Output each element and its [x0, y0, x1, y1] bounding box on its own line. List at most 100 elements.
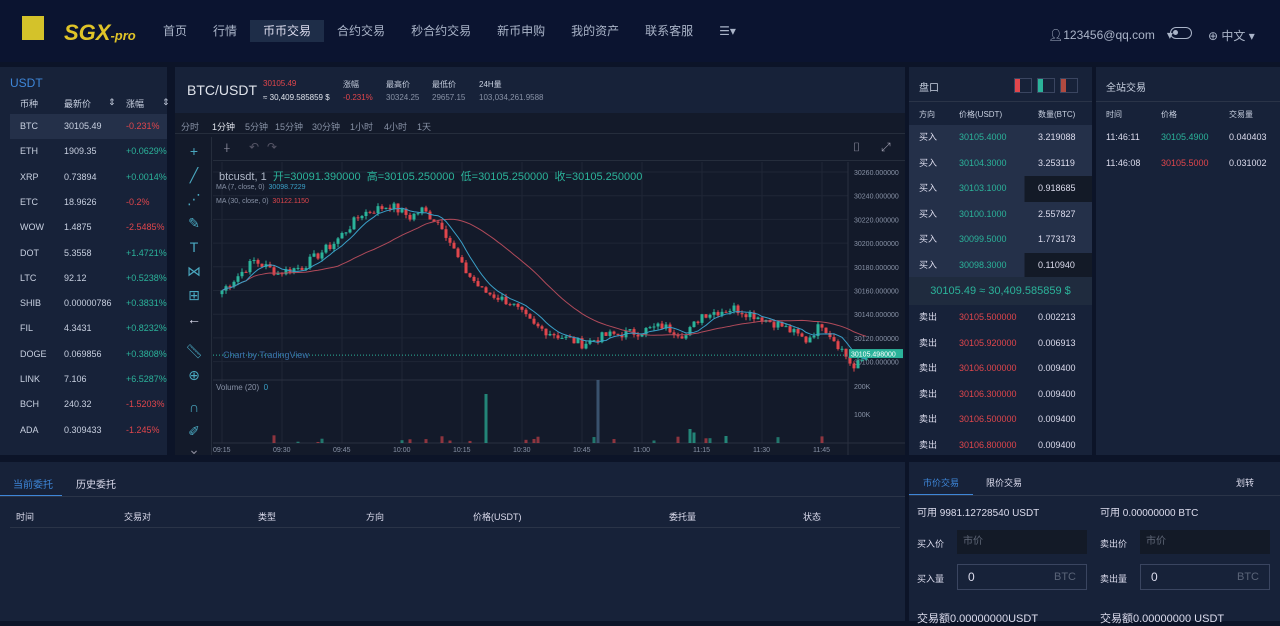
sell-qty-input[interactable]: 0 BTC	[1140, 564, 1270, 590]
order-price: 30105.920000	[959, 337, 1017, 348]
tab-limit-order[interactable]: 限价交易	[986, 478, 1023, 488]
orderbook-row[interactable]: 买入 30104.3000 3.253119	[909, 150, 1092, 176]
candle-body	[792, 329, 796, 333]
ruler-icon[interactable]: 📏︎	[185, 343, 203, 359]
nav-second-contract[interactable]: 秒合约交易	[411, 24, 472, 38]
candle-body	[588, 340, 592, 344]
market-row[interactable]: LINK 7.106 +6.5287%	[10, 367, 167, 392]
tradingview-watermark[interactable]: Chart by TradingView	[223, 350, 309, 360]
col-price: 价格	[1161, 110, 1177, 119]
nav-ipo[interactable]: 新币申购	[497, 24, 546, 38]
candle-body	[836, 341, 840, 349]
timeframe-tab[interactable]: 1天	[417, 122, 432, 132]
language-select[interactable]: ⊕ 中文 ▾	[1208, 27, 1255, 44]
fullscreen-icon[interactable]: ⤢	[881, 140, 891, 154]
orderbook-row[interactable]: 买入 30103.1000 0.918685	[909, 176, 1092, 202]
change-label: 涨幅	[343, 80, 359, 89]
market-row[interactable]: XRP 0.73894 +0.0014%	[10, 165, 167, 190]
buy-qty-input[interactable]: 0 BTC	[957, 564, 1087, 590]
buy-price-input[interactable]: 市价	[957, 530, 1087, 554]
sell-price-input[interactable]: 市价	[1140, 530, 1270, 554]
tab-market-order[interactable]: 市价交易	[923, 478, 960, 488]
sort-icon[interactable]: ⇕	[162, 97, 170, 107]
candle-body	[668, 324, 672, 333]
magnet-icon[interactable]: ∩	[188, 399, 200, 415]
timeframe-tab[interactable]: 30分钟	[312, 122, 341, 132]
nav-contract[interactable]: 合约交易	[337, 24, 386, 38]
nav-market[interactable]: 行情	[213, 24, 238, 38]
orderbook-row[interactable]: 买入 30098.3000 0.110940	[909, 252, 1092, 278]
quote-currency[interactable]: USDT	[10, 76, 43, 90]
candle-body	[316, 253, 320, 259]
orderbook-row[interactable]: 卖出 30105.500000 0.002213	[909, 305, 1092, 331]
timeframe-tab[interactable]: 分时	[181, 122, 200, 132]
crosshair-icon[interactable]: +	[189, 143, 199, 159]
nav-home[interactable]: 首页	[163, 24, 188, 38]
col-price[interactable]: 最新价	[64, 99, 92, 109]
timeframe-tab[interactable]: 5分钟	[245, 122, 269, 132]
tab-history-orders[interactable]: 历史委托	[76, 480, 116, 491]
measure-icon[interactable]: ⊞	[188, 287, 200, 303]
chevron-down-icon[interactable]: ⌄	[188, 441, 200, 457]
candle-body	[556, 335, 560, 339]
timeframe-tab[interactable]: 1小时	[350, 122, 374, 132]
candle-body	[512, 303, 516, 305]
nav-support[interactable]: 联系客服	[645, 24, 694, 38]
layout-asks-icon[interactable]	[1060, 78, 1078, 93]
camera-icon[interactable]: ⌷	[853, 140, 861, 154]
timeframe-tab[interactable]: 15分钟	[275, 122, 304, 132]
fib-icon[interactable]: ⋰	[187, 191, 201, 207]
zoom-in-icon[interactable]: ⊕	[188, 367, 200, 383]
market-row[interactable]: DOGE 0.069856 +0.3808%	[10, 342, 167, 367]
trades-title: 全站交易	[1106, 83, 1146, 94]
tab-current-orders[interactable]: 当前委托	[13, 480, 53, 491]
orderbook-row[interactable]: 卖出 30106.300000 0.009400	[909, 382, 1092, 408]
orderbook-row[interactable]: 买入 30100.1000 2.557827	[909, 201, 1092, 227]
market-row[interactable]: BCH 240.32 -1.5203%	[10, 392, 167, 417]
market-row[interactable]: BTC 30105.49 -0.231%	[10, 114, 167, 139]
nav-assets[interactable]: 我的资产	[571, 24, 620, 38]
market-row[interactable]: DOT 5.3558 +1.4721%	[10, 241, 167, 266]
trendline-icon[interactable]: ╱	[189, 167, 199, 183]
layout-both-icon[interactable]	[1014, 78, 1032, 93]
text-icon[interactable]: T	[189, 239, 199, 255]
candlestick-chart[interactable]: 30260.000000 30240.000000 30220.000000 3020…	[213, 162, 905, 455]
orderbook-row[interactable]: 卖出 30106.000000 0.009400	[909, 356, 1092, 382]
transfer-button[interactable]: 划转	[1236, 478, 1255, 488]
lock-icon[interactable]: ✐	[188, 423, 200, 439]
layout-bids-icon[interactable]	[1037, 78, 1055, 93]
undo-icon[interactable]: ↶	[249, 140, 260, 154]
orderbook-row[interactable]: 卖出 30106.800000 0.009400	[909, 433, 1092, 459]
orderbook-row[interactable]: 买入 30099.5000 1.773173	[909, 227, 1092, 253]
nav-spot[interactable]: 币币交易	[250, 20, 325, 42]
col-change[interactable]: 涨幅	[126, 99, 145, 109]
candle-type-icon[interactable]: ⍭	[223, 140, 231, 155]
candle-body	[400, 208, 404, 213]
market-row[interactable]: FIL 4.3431 +0.8232%	[10, 316, 167, 341]
orderbook-row[interactable]: 卖出 30106.500000 0.009400	[909, 407, 1092, 433]
timeframe-tab[interactable]: 4小时	[384, 122, 408, 132]
user-menu[interactable]: 👤︎123456@qq.com ▾	[1048, 28, 1173, 42]
market-row[interactable]: LTC 92.12 +0.5238%	[10, 266, 167, 291]
candle-body	[748, 312, 752, 318]
logo-icon[interactable]	[22, 16, 58, 48]
brush-icon[interactable]: ✎	[188, 215, 200, 231]
sort-icon[interactable]: ⇕	[108, 97, 116, 107]
arrow-left-icon[interactable]: ←	[187, 311, 201, 327]
more-menu-icon[interactable]: ☰▾	[719, 24, 736, 38]
market-row[interactable]: ETH 1909.35 +0.0629%	[10, 139, 167, 164]
market-row[interactable]: SHIB 0.00000786 +0.3831%	[10, 291, 167, 316]
orderbook-row[interactable]: 卖出 30105.920000 0.006913	[909, 331, 1092, 357]
market-row[interactable]: ADA 0.309433 -1.245%	[10, 418, 167, 443]
brand-logo[interactable]: SGX-pro	[64, 20, 136, 46]
market-row[interactable]: WOW 1.4875 -2.5485%	[10, 215, 167, 240]
ticker-price: 30105.49	[263, 79, 297, 88]
chevron-down-icon: ▾	[1248, 29, 1255, 43]
pattern-icon[interactable]: ⋈	[187, 263, 201, 279]
volume-bar	[704, 438, 708, 443]
timeframe-tab[interactable]: 1分钟	[212, 122, 236, 132]
redo-icon[interactable]: ↷	[267, 140, 278, 154]
theme-toggle[interactable]	[1170, 27, 1192, 39]
orderbook-row[interactable]: 买入 30105.4000 3.219088	[909, 125, 1092, 151]
market-row[interactable]: ETC 18.9626 -0.2%	[10, 190, 167, 215]
